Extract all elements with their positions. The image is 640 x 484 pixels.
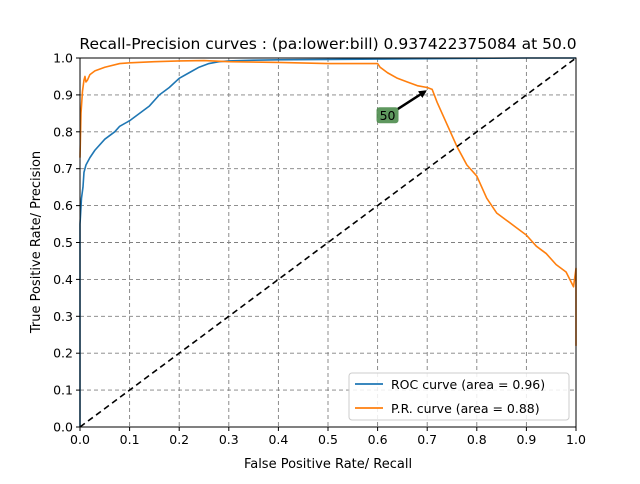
x-tick-label: 1.0 — [566, 432, 586, 447]
x-tick-label: 0.4 — [268, 432, 288, 447]
x-tick-label: 0.2 — [169, 432, 189, 447]
y-tick-label: 0.7 — [53, 161, 73, 176]
grid-layer — [80, 58, 576, 427]
x-axis-label: False Positive Rate/ Recall — [244, 457, 412, 472]
y-tick-label: 1.0 — [53, 51, 73, 66]
legend-label-roc: ROC curve (area = 0.96) — [391, 377, 545, 392]
legend-label-pr: P.R. curve (area = 0.88) — [391, 401, 540, 416]
annotation-label: 50 — [380, 108, 396, 123]
annotation-arrow — [396, 90, 427, 111]
pr-curve-line — [79, 59, 577, 346]
y-axis-label: True Positive Rate/ Precision — [29, 151, 44, 334]
legend: ROC curve (area = 0.96) P.R. curve (area… — [348, 372, 570, 421]
annotation-layer: 50 — [376, 90, 427, 124]
y-tick-label: 0.8 — [53, 124, 73, 139]
y-tick-label: 0.1 — [53, 383, 73, 398]
x-tick-label: 0.8 — [467, 432, 487, 447]
x-tick-label: 0.5 — [318, 432, 338, 447]
roc-curve-line — [79, 57, 576, 427]
chance-diagonal-line — [79, 57, 577, 428]
x-tick-label: 0.0 — [70, 432, 90, 447]
x-tick-label: 0.1 — [120, 432, 140, 447]
chart-title: Recall-Precision curves : (pa:lower:bill… — [79, 35, 576, 53]
ticks-layer: 0.0 0.1 0.2 0.3 0.4 0.5 0.6 0.7 0.8 0.9 1.0 0.0 0.1 0… — [53, 51, 586, 448]
y-tick-label: 0.3 — [53, 309, 73, 324]
x-tick-label: 0.6 — [368, 432, 388, 447]
y-tick-label: 0.9 — [53, 87, 73, 102]
y-tick-label: 0.4 — [53, 272, 73, 287]
series-layer — [79, 57, 577, 428]
y-tick-label: 0.2 — [53, 346, 73, 361]
y-tick-label: 0.0 — [53, 420, 73, 435]
x-tick-label: 0.9 — [516, 432, 536, 447]
x-tick-label: 0.7 — [417, 432, 437, 447]
legend-frame — [348, 372, 570, 421]
x-tick-label: 0.3 — [219, 432, 239, 447]
annotation-box — [376, 107, 399, 124]
y-tick-label: 0.5 — [53, 235, 73, 250]
y-tick-label: 0.6 — [53, 198, 73, 213]
